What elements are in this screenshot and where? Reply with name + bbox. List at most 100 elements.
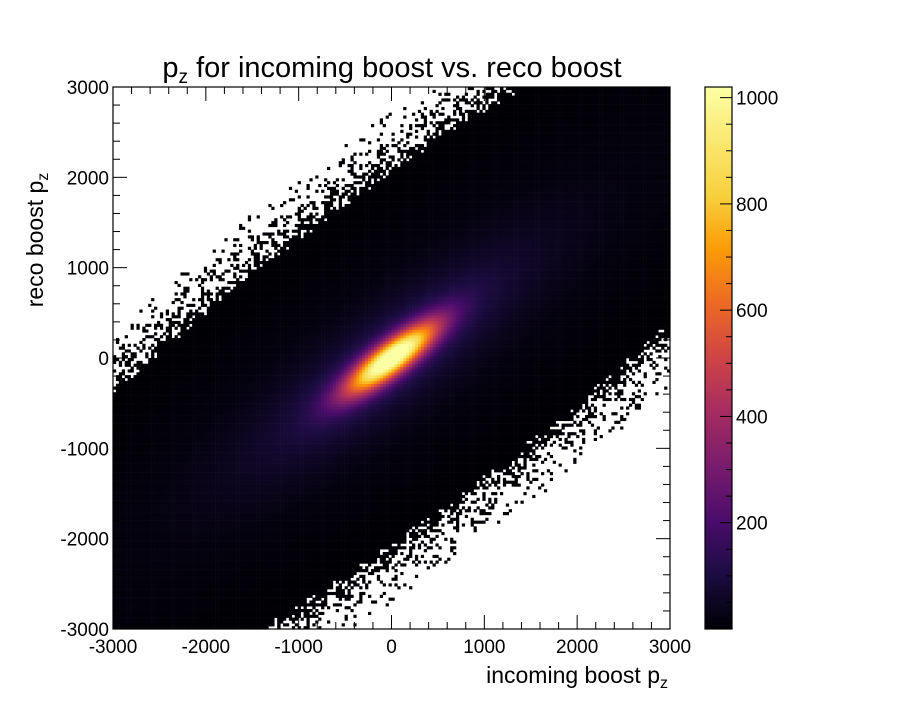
heatmap-cell <box>335 560 340 564</box>
heatmap-cell <box>239 540 243 544</box>
heatmap-cell <box>183 492 187 496</box>
heatmap-cell <box>309 554 313 558</box>
heatmap-cell <box>192 586 196 590</box>
heatmap-cell <box>189 606 193 610</box>
heatmap-cell <box>362 489 366 493</box>
heatmap-cell <box>338 514 342 519</box>
heatmap-cell <box>156 526 161 530</box>
heatmap-cell <box>200 620 205 624</box>
heatmap-cell <box>189 591 193 596</box>
heatmap-cell <box>139 591 143 596</box>
heatmap-cell <box>341 492 345 496</box>
heatmap-cell <box>306 549 310 553</box>
heatmap-cell <box>332 497 337 501</box>
heatmap-cell <box>130 563 134 567</box>
heatmap-cell <box>218 500 222 504</box>
heatmap-cell <box>136 589 140 593</box>
heatmap-cell <box>268 503 272 507</box>
heatmap-cell <box>177 529 181 533</box>
heatmap-cell <box>142 589 146 593</box>
heatmap-cell <box>227 551 231 556</box>
heatmap-cell <box>156 611 161 616</box>
heatmap-cell <box>154 623 158 627</box>
heatmap-cell <box>121 529 126 533</box>
heatmap-cell <box>414 554 419 558</box>
heatmap-cell <box>306 520 310 524</box>
heatmap-cell <box>294 486 298 490</box>
heatmap-cell <box>288 580 293 584</box>
heatmap-cell <box>365 526 369 530</box>
heatmap-cell <box>291 606 296 610</box>
heatmap-cell <box>277 494 281 499</box>
heatmap-cell <box>159 594 164 598</box>
heatmap-cell <box>212 506 216 510</box>
heatmap-cell <box>200 546 205 550</box>
heatmap-cell <box>277 509 281 513</box>
heatmap-cell <box>303 540 307 544</box>
heatmap-cell <box>391 520 395 524</box>
heatmap-cell <box>142 526 146 530</box>
heatmap-cell <box>121 509 126 513</box>
heatmap-cell <box>206 611 211 616</box>
heatmap-cell <box>154 517 158 521</box>
heatmap-cell <box>338 549 342 553</box>
heatmap-cell <box>203 566 208 570</box>
heatmap-cell <box>200 577 205 581</box>
heatmap-cell <box>262 603 266 607</box>
heatmap-cell <box>359 594 363 598</box>
heatmap-cell <box>209 583 213 587</box>
heatmap-cell <box>332 509 337 513</box>
heatmap-cell <box>136 537 140 541</box>
heatmap-cell <box>347 560 351 564</box>
heatmap-cell <box>130 523 134 527</box>
heatmap-cell <box>388 483 392 487</box>
heatmap-cell <box>435 554 439 558</box>
heatmap-cell <box>453 551 457 556</box>
heatmap-cell <box>177 569 181 573</box>
heatmap-cell <box>291 489 296 493</box>
heatmap-cell <box>491 503 495 507</box>
heatmap-cell <box>236 617 240 621</box>
heatmap-cell <box>362 523 366 527</box>
heatmap-cell <box>365 557 369 561</box>
heatmap-cell <box>406 523 410 527</box>
heatmap-cell <box>192 532 196 536</box>
heatmap-cell <box>417 543 422 547</box>
heatmap-cell <box>200 494 205 499</box>
heatmap-cell <box>209 526 213 530</box>
heatmap-cell <box>139 560 143 564</box>
heatmap-cell <box>300 494 304 499</box>
heatmap-cell <box>159 626 164 629</box>
heatmap-cell <box>309 500 313 504</box>
heatmap-cell <box>359 486 363 490</box>
heatmap-cell <box>362 557 366 561</box>
heatmap-cell <box>441 497 445 501</box>
heatmap-cell <box>288 514 293 519</box>
heatmap-cell <box>177 620 181 624</box>
heatmap-cell <box>376 512 381 516</box>
heatmap-cell <box>376 526 381 530</box>
heatmap-cell <box>113 617 117 621</box>
heatmap-cell <box>209 569 213 573</box>
heatmap-cell <box>288 586 293 590</box>
heatmap-cell <box>397 500 401 504</box>
heatmap-cell <box>259 606 263 610</box>
heatmap-cell <box>274 580 278 584</box>
heatmap-cell <box>324 523 328 527</box>
heatmap-cell <box>417 486 422 490</box>
heatmap-cell <box>370 520 375 524</box>
heatmap-cell <box>224 560 228 564</box>
heatmap-cell <box>244 614 249 618</box>
heatmap-cell <box>350 549 354 553</box>
heatmap-cell <box>124 554 128 558</box>
heatmap-cell <box>315 560 319 564</box>
heatmap-cell <box>338 583 342 587</box>
heatmap-cell <box>113 489 117 493</box>
heatmap-cell <box>154 506 158 510</box>
heatmap-cell <box>165 534 169 539</box>
heatmap-cell <box>432 537 436 541</box>
heatmap-cell <box>385 529 389 533</box>
heatmap-cell <box>332 571 337 576</box>
heatmap-cell <box>227 540 231 544</box>
